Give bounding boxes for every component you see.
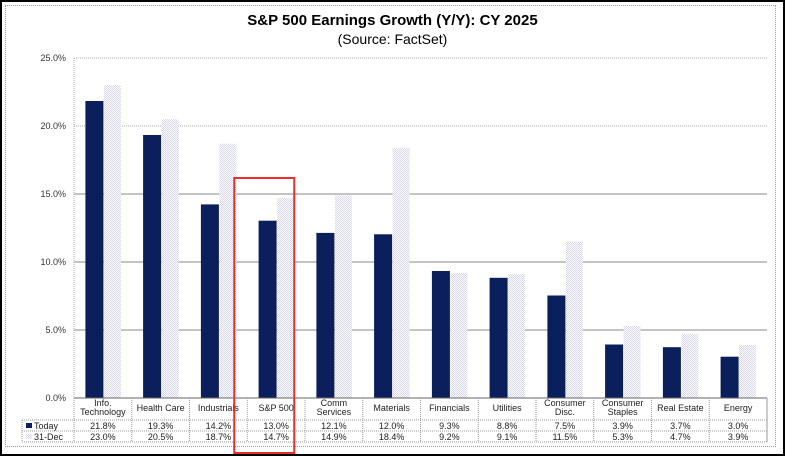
table-cell: 5.3% — [612, 432, 633, 442]
category-label: S&P 500 — [258, 403, 293, 413]
y-tick-label: 10.0% — [40, 257, 66, 267]
bar-today — [489, 277, 508, 399]
bar-31-dec — [334, 195, 352, 398]
bar-today — [374, 234, 393, 399]
bar-today — [143, 135, 162, 399]
bar-31-dec — [392, 147, 410, 398]
table-cell: 9.2% — [439, 432, 460, 442]
bar-31-dec — [565, 241, 583, 398]
category-label: Consumer Disc. — [544, 398, 586, 417]
legend-key-31-dec — [26, 434, 32, 439]
table-cell: 14.2% — [206, 421, 232, 431]
table-cell: 18.7% — [206, 432, 232, 442]
table-cell: 23.0% — [90, 432, 116, 442]
table-cell: 4.7% — [670, 432, 691, 442]
bar-31-dec — [161, 119, 179, 398]
table-cell: 8.8% — [497, 421, 518, 431]
bar-today — [258, 220, 277, 399]
category-label: Real Estate — [657, 403, 704, 413]
table-cell: 14.7% — [263, 432, 289, 442]
bar-today — [431, 271, 450, 399]
table-cell: 12.0% — [379, 421, 405, 431]
bar-today — [547, 295, 566, 399]
table-cell: 19.3% — [148, 421, 174, 431]
chart-title: S&P 500 Earnings Growth (Y/Y): CY 2025 — [247, 12, 538, 29]
legend-label: 31-Dec — [34, 432, 64, 442]
bar-31-dec — [277, 198, 295, 398]
table-cell: 14.9% — [321, 432, 347, 442]
bar-31-dec — [450, 272, 468, 398]
bar-today — [200, 204, 219, 399]
bar-today — [720, 356, 739, 399]
y-tick-label: 25.0% — [40, 53, 66, 63]
highlight-box — [233, 177, 296, 454]
chart-subtitle: (Source: FactSet) — [337, 31, 448, 47]
y-tick-label: 5.0% — [45, 325, 66, 335]
category-label: Health Care — [137, 403, 185, 413]
bar-31-dec — [739, 345, 757, 398]
y-tick-label: 0.0% — [45, 393, 66, 403]
legend-key-today — [26, 423, 32, 428]
table-cell: 12.1% — [321, 421, 347, 431]
category-label: Industrials — [198, 403, 240, 413]
bar-31-dec — [103, 85, 121, 398]
category-label: Comm Services — [317, 398, 352, 417]
bar-31-dec — [623, 325, 641, 398]
y-tick-label: 20.0% — [40, 121, 66, 131]
category-label: Financials — [429, 403, 470, 413]
table-cell: 13.0% — [263, 421, 289, 431]
bar-31-dec — [681, 334, 699, 398]
bar-today — [316, 232, 335, 399]
category-label: Utilities — [493, 403, 523, 413]
category-label: Materials — [373, 403, 410, 413]
table-cell: 20.5% — [148, 432, 174, 442]
table-cell: 3.9% — [612, 421, 633, 431]
table-cell: 3.7% — [670, 421, 691, 431]
bar-today — [662, 347, 681, 399]
table-cell: 3.9% — [728, 432, 749, 442]
y-tick-label: 15.0% — [40, 189, 66, 199]
bar-31-dec — [508, 274, 526, 398]
category-label: Consumer Staples — [602, 398, 644, 417]
table-cell: 9.3% — [439, 421, 460, 431]
table-cell: 21.8% — [90, 421, 116, 431]
table-cell: 9.1% — [497, 432, 518, 442]
table-cell: 18.4% — [379, 432, 405, 442]
table-cell: 7.5% — [555, 421, 576, 431]
table-cell: 11.5% — [552, 432, 577, 442]
category-label: Energy — [724, 403, 753, 413]
bar-today — [85, 101, 104, 399]
bar-today — [605, 344, 624, 399]
table-cell: 3.0% — [728, 421, 749, 431]
legend-label: Today — [34, 421, 59, 431]
category-label: Info. Technology — [80, 398, 126, 417]
bar-31-dec — [219, 143, 237, 398]
